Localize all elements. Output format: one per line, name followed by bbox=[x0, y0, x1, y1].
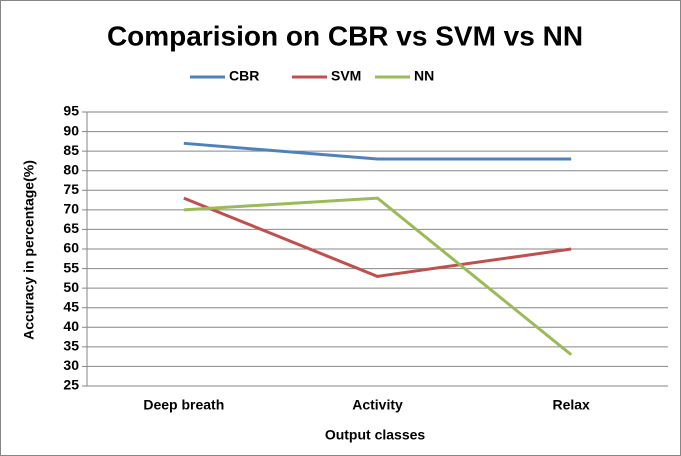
series-line bbox=[183, 141, 572, 161]
y-tick-label: 65 bbox=[63, 220, 79, 236]
y-axis-title: Accuracy in percentage(%) bbox=[21, 160, 37, 340]
series-line bbox=[183, 196, 572, 278]
x-axis-title: Output classes bbox=[325, 427, 426, 443]
x-tick-label: Deep breath bbox=[143, 397, 224, 413]
y-tick-label: 90 bbox=[63, 122, 79, 138]
y-tick-label: 35 bbox=[63, 338, 79, 354]
y-tick-label: 30 bbox=[63, 357, 79, 373]
y-tick-label: 55 bbox=[63, 259, 79, 275]
y-tick-label: 40 bbox=[63, 318, 79, 334]
y-tick-label: 85 bbox=[63, 142, 79, 158]
legend-label: CBR bbox=[229, 68, 259, 84]
y-tick-label: 50 bbox=[63, 279, 79, 295]
y-tick-label: 95 bbox=[63, 103, 79, 119]
series-line bbox=[183, 196, 573, 356]
y-tick-label: 45 bbox=[63, 298, 79, 314]
y-tick-label: 25 bbox=[63, 377, 79, 393]
y-tick-label: 75 bbox=[63, 181, 79, 197]
x-tick-label: Activity bbox=[352, 397, 403, 413]
x-tick-label: Relax bbox=[552, 397, 590, 413]
y-tick-label: 70 bbox=[63, 201, 79, 217]
y-tick-label: 80 bbox=[63, 161, 79, 177]
legend-label: SVM bbox=[331, 68, 361, 84]
legend-label: NN bbox=[414, 68, 434, 84]
y-tick-label: 60 bbox=[63, 240, 79, 256]
chart-title: Comparision on CBR vs SVM vs NN bbox=[107, 20, 583, 51]
